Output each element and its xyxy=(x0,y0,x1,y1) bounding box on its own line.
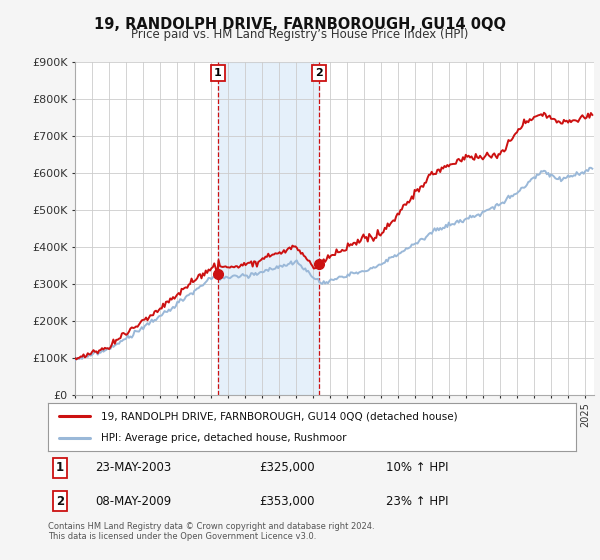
Text: £325,000: £325,000 xyxy=(259,461,315,474)
Text: 1: 1 xyxy=(56,461,64,474)
Text: HPI: Average price, detached house, Rushmoor: HPI: Average price, detached house, Rush… xyxy=(101,433,346,443)
Text: 1: 1 xyxy=(214,68,221,78)
Text: 2: 2 xyxy=(316,68,323,78)
Text: £353,000: £353,000 xyxy=(259,494,315,508)
Text: Price paid vs. HM Land Registry’s House Price Index (HPI): Price paid vs. HM Land Registry’s House … xyxy=(131,28,469,41)
Text: 23-MAY-2003: 23-MAY-2003 xyxy=(95,461,172,474)
Text: 08-MAY-2009: 08-MAY-2009 xyxy=(95,494,172,508)
Text: 23% ↑ HPI: 23% ↑ HPI xyxy=(386,494,448,508)
Text: 10% ↑ HPI: 10% ↑ HPI xyxy=(386,461,448,474)
Bar xyxy=(218,62,319,395)
Text: Contains HM Land Registry data © Crown copyright and database right 2024.
This d: Contains HM Land Registry data © Crown c… xyxy=(48,522,374,542)
Text: 19, RANDOLPH DRIVE, FARNBOROUGH, GU14 0QQ: 19, RANDOLPH DRIVE, FARNBOROUGH, GU14 0Q… xyxy=(94,17,506,32)
Text: 19, RANDOLPH DRIVE, FARNBOROUGH, GU14 0QQ (detached house): 19, RANDOLPH DRIVE, FARNBOROUGH, GU14 0Q… xyxy=(101,411,457,421)
Text: 2: 2 xyxy=(56,494,64,508)
